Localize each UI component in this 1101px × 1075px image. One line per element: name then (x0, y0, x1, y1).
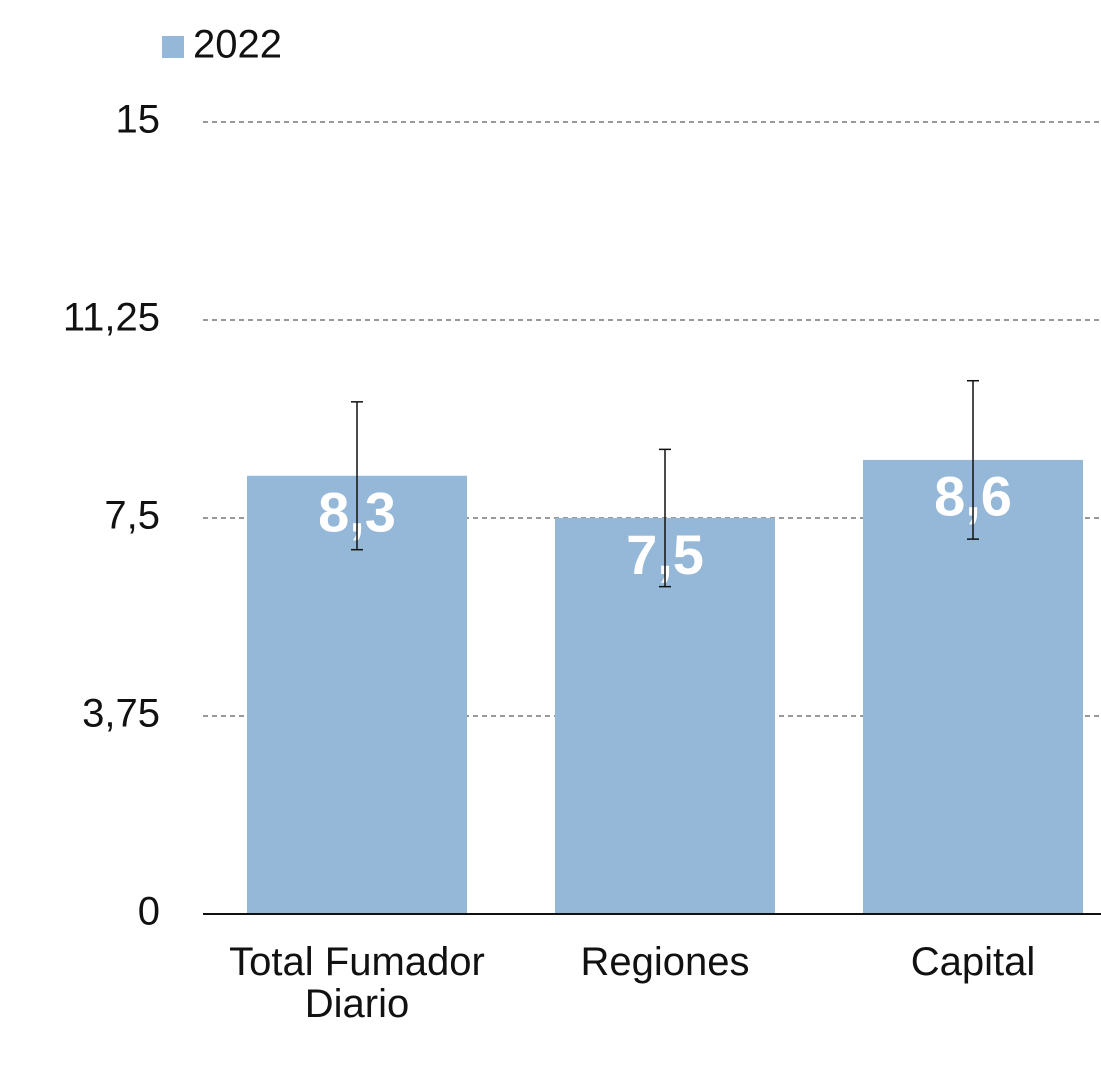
y-tick-label: 15 (116, 98, 161, 142)
x-tick-label: Regiones (580, 940, 750, 984)
error-bar (659, 448, 671, 588)
error-bar (967, 379, 979, 540)
error-bar (351, 401, 363, 551)
y-tick-label: 0 (138, 890, 160, 934)
y-tick-label: 11,25 (63, 296, 160, 340)
legend-label: 2022 (193, 23, 282, 67)
x-tick-label: Capital (910, 940, 1036, 984)
y-tick-label: 7,5 (104, 494, 160, 538)
legend-swatch (162, 36, 184, 58)
x-tick-label: Total Fumador Diario (229, 940, 485, 1026)
y-tick-label: 3,75 (82, 692, 160, 736)
